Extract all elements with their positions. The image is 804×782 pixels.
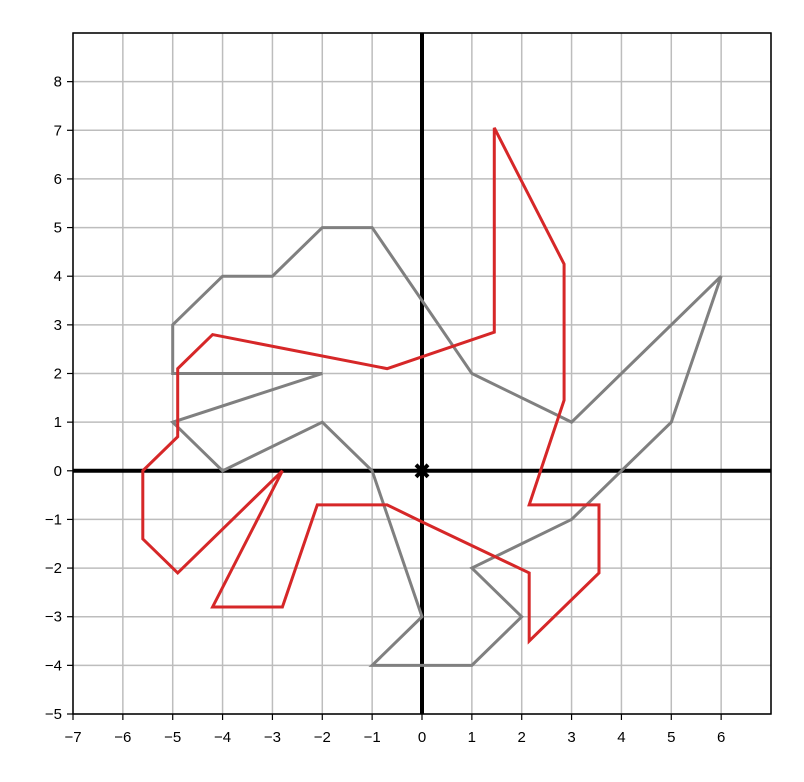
- x-tick-label: −6: [114, 729, 131, 746]
- y-tick-label: 6: [54, 171, 62, 188]
- y-tick-label: −1: [45, 511, 62, 528]
- x-tick-labels: −7 −6 −5 −4 −3 −2 −1 0 1 2 3 4 5 6: [64, 729, 725, 746]
- y-tick-label: 3: [54, 317, 62, 334]
- x-tick-label: −4: [214, 729, 231, 746]
- y-tick-label: −3: [45, 609, 62, 626]
- series-red-polygon: [141, 127, 601, 645]
- series-gray-polygon: [169, 226, 723, 667]
- y-tick-label: 1: [54, 414, 62, 431]
- x-tick-label: 5: [667, 729, 675, 746]
- y-tick-label: −2: [45, 560, 62, 577]
- y-tick-label: −5: [45, 706, 62, 723]
- x-tick-label: −3: [264, 729, 281, 746]
- series-layer: [141, 127, 723, 667]
- y-tick-label: −4: [45, 657, 62, 674]
- x-tick-label: 4: [617, 729, 625, 746]
- x-tick-label: 2: [518, 729, 526, 746]
- y-tick-label: 4: [54, 268, 62, 285]
- x-tick-label: −1: [364, 729, 381, 746]
- x-tick-label: 3: [567, 729, 575, 746]
- y-tick-label: 0: [54, 463, 62, 480]
- y-tick-label: 7: [54, 122, 62, 139]
- x-tick-label: −5: [164, 729, 181, 746]
- tick-marks: [67, 81, 722, 720]
- y-tick-labels: −5 −4 −3 −2 −1 0 1 2 3 4 5 6 7 8: [45, 74, 62, 723]
- y-tick-label: 8: [54, 74, 62, 91]
- origin-x-stroke: [414, 463, 430, 479]
- y-tick-label: 2: [54, 366, 62, 383]
- y-tick-label: 5: [54, 220, 62, 237]
- x-tick-label: 0: [418, 729, 426, 746]
- x-tick-label: 1: [468, 729, 476, 746]
- x-tick-label: 6: [717, 729, 725, 746]
- x-tick-label: −7: [64, 729, 81, 746]
- origin-marker: [414, 463, 430, 479]
- x-tick-label: −2: [314, 729, 331, 746]
